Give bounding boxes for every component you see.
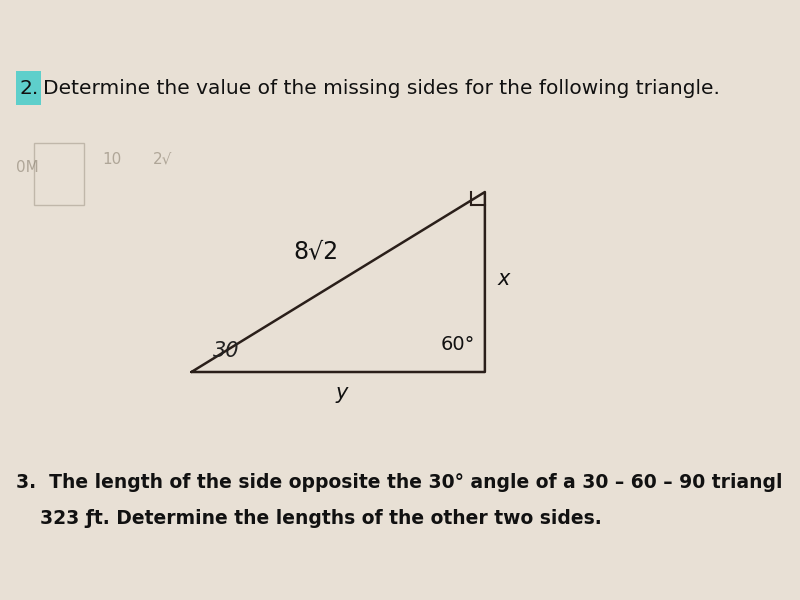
- Text: 10: 10: [102, 151, 122, 166]
- Text: 30: 30: [214, 341, 240, 361]
- Text: Determine the value of the missing sides for the following triangle.: Determine the value of the missing sides…: [43, 79, 720, 98]
- Text: 2√: 2√: [153, 151, 173, 166]
- Text: 3.  The length of the side opposite the 30° angle of a 30 – 60 – 90 triangl: 3. The length of the side opposite the 3…: [16, 473, 782, 493]
- Text: x: x: [498, 269, 510, 289]
- Text: 323 ƒt. Determine the lengths of the other two sides.: 323 ƒt. Determine the lengths of the oth…: [40, 509, 602, 529]
- Text: 2.: 2.: [20, 79, 39, 98]
- Text: 8√2: 8√2: [294, 239, 338, 263]
- Text: 0M: 0M: [16, 160, 38, 175]
- FancyBboxPatch shape: [16, 71, 41, 105]
- Text: 60°: 60°: [440, 335, 474, 355]
- Text: y: y: [335, 383, 347, 403]
